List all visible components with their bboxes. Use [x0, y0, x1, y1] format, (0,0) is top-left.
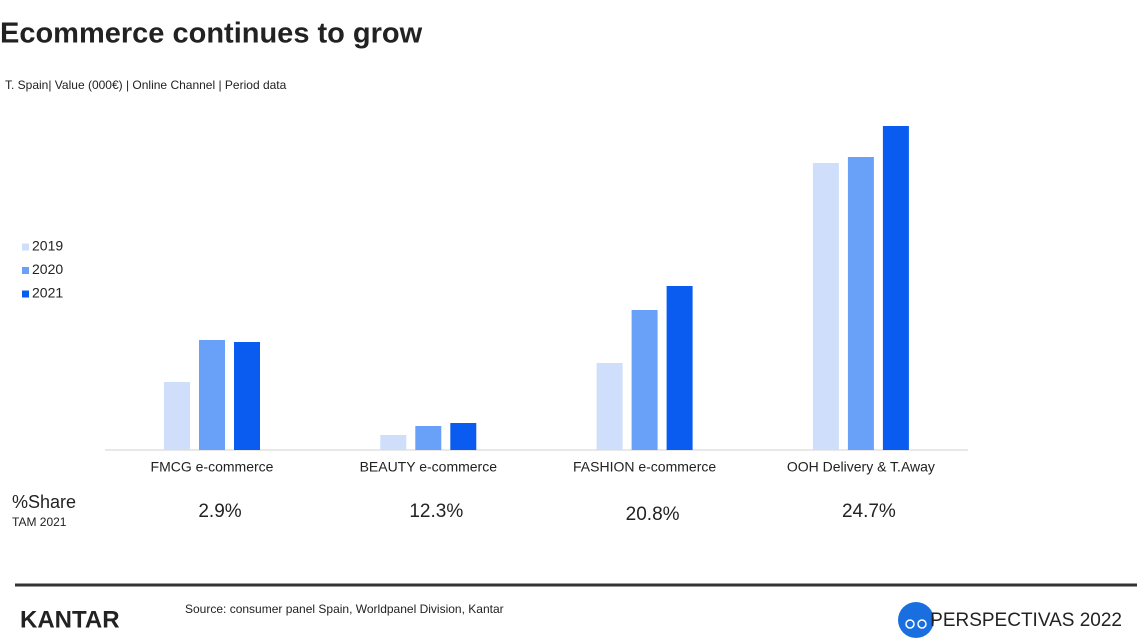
bar — [450, 423, 477, 450]
event-icon — [898, 602, 934, 638]
share-sublabel: TAM 2021 — [12, 515, 67, 529]
legend-label: 2021 — [32, 285, 63, 301]
share-value: 24.7% — [842, 501, 896, 522]
chart-title: Ecommerce continues to grow — [0, 18, 423, 50]
share-value: 20.8% — [626, 504, 680, 525]
bar — [882, 126, 909, 450]
bar — [812, 163, 839, 450]
bar — [596, 363, 623, 450]
x-tick-label: BEAUTY e-commerce — [360, 459, 498, 475]
brand: KANTAR — [20, 606, 120, 633]
share-label: %Share — [12, 492, 76, 512]
legend-label: 2019 — [32, 238, 63, 254]
x-tick-label: FASHION e-commerce — [573, 459, 716, 475]
bar — [164, 382, 190, 450]
bar — [631, 310, 658, 450]
legend-label: 2020 — [32, 261, 63, 277]
bar — [199, 340, 225, 450]
bar — [234, 342, 260, 450]
chart-subtitle: T. Spain| Value (000€) | Online Channel … — [5, 78, 287, 92]
bar — [847, 157, 874, 450]
bar — [415, 426, 442, 450]
event: PERSPECTIVAS 2022 — [930, 610, 1122, 631]
share-value: 2.9% — [198, 501, 241, 522]
legend-marker — [22, 267, 29, 274]
bar — [666, 286, 693, 450]
legend-marker — [22, 243, 29, 251]
x-tick-label: FMCG e-commerce — [151, 459, 274, 475]
share-value: 12.3% — [409, 501, 463, 522]
source: Source: consumer panel Spain, Worldpanel… — [185, 602, 504, 616]
legend-marker — [22, 290, 29, 298]
bar — [380, 435, 407, 450]
event-icon-part — [905, 619, 915, 629]
x-tick-label: OOH Delivery & T.Away — [787, 459, 935, 475]
event-icon-part — [917, 619, 927, 629]
